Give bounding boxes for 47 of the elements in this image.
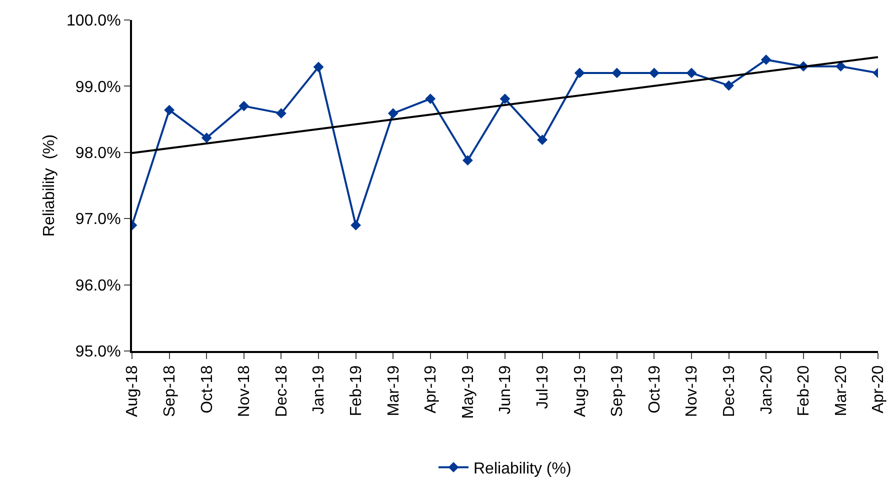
x-tick-label: Oct-18 bbox=[198, 365, 216, 414]
point bbox=[388, 108, 398, 119]
point bbox=[238, 100, 250, 112]
point bbox=[760, 54, 772, 65]
point bbox=[201, 132, 212, 144]
point bbox=[425, 94, 436, 104]
x-tick-label: Aug-19 bbox=[572, 365, 589, 417]
x-tick-label: Sep-18 bbox=[162, 365, 178, 417]
x-tick-label: May-19 bbox=[460, 365, 477, 419]
x-tick-label: Jan-19 bbox=[310, 365, 328, 414]
point bbox=[500, 94, 510, 104]
x-tick-label: Feb-19 bbox=[348, 365, 365, 416]
point bbox=[686, 68, 697, 78]
y-tick-label: 99.0% bbox=[75, 78, 121, 96]
y-tick-label: 97.0% bbox=[75, 211, 121, 228]
x-tick-label: Apr-20 bbox=[870, 365, 888, 414]
x-tick-label: Aug-18 bbox=[124, 365, 142, 417]
x-tick-label: Oct-19 bbox=[646, 365, 664, 414]
x-tick-label: Mar-20 bbox=[832, 365, 850, 416]
y-tick-label: 98.0% bbox=[75, 145, 121, 162]
y-tick-label: 96.0% bbox=[75, 277, 121, 294]
point bbox=[276, 108, 286, 119]
x-tick-label: Feb-20 bbox=[796, 365, 813, 416]
point bbox=[462, 155, 473, 166]
y-axis-title: Reliability (%) bbox=[40, 134, 58, 237]
point bbox=[724, 80, 734, 91]
point bbox=[537, 134, 548, 146]
x-tick-label: Jun-19 bbox=[497, 365, 514, 414]
y-tick-label: 100.0% bbox=[66, 12, 121, 30]
x-tick-label: Apr-19 bbox=[422, 365, 440, 414]
point bbox=[350, 220, 361, 230]
point bbox=[612, 68, 622, 78]
point bbox=[574, 68, 585, 78]
point bbox=[313, 62, 324, 72]
x-tick-label: Mar-19 bbox=[385, 365, 402, 416]
x-tick-label: Nov-19 bbox=[684, 365, 701, 417]
y-tick-label: 95.0% bbox=[75, 344, 121, 361]
point bbox=[836, 61, 846, 72]
legend-label: Reliability (%) bbox=[474, 460, 572, 478]
point bbox=[164, 104, 174, 116]
x-tick-label: Jan-20 bbox=[758, 365, 776, 414]
x-tick-label: Sep-19 bbox=[609, 365, 626, 417]
point bbox=[649, 68, 660, 78]
x-tick-label: Jul-19 bbox=[534, 365, 552, 409]
x-tick-label: Dec-18 bbox=[273, 365, 290, 417]
x-tick-label: Nov-18 bbox=[236, 365, 254, 417]
x-tick-label: Dec-19 bbox=[721, 365, 738, 417]
